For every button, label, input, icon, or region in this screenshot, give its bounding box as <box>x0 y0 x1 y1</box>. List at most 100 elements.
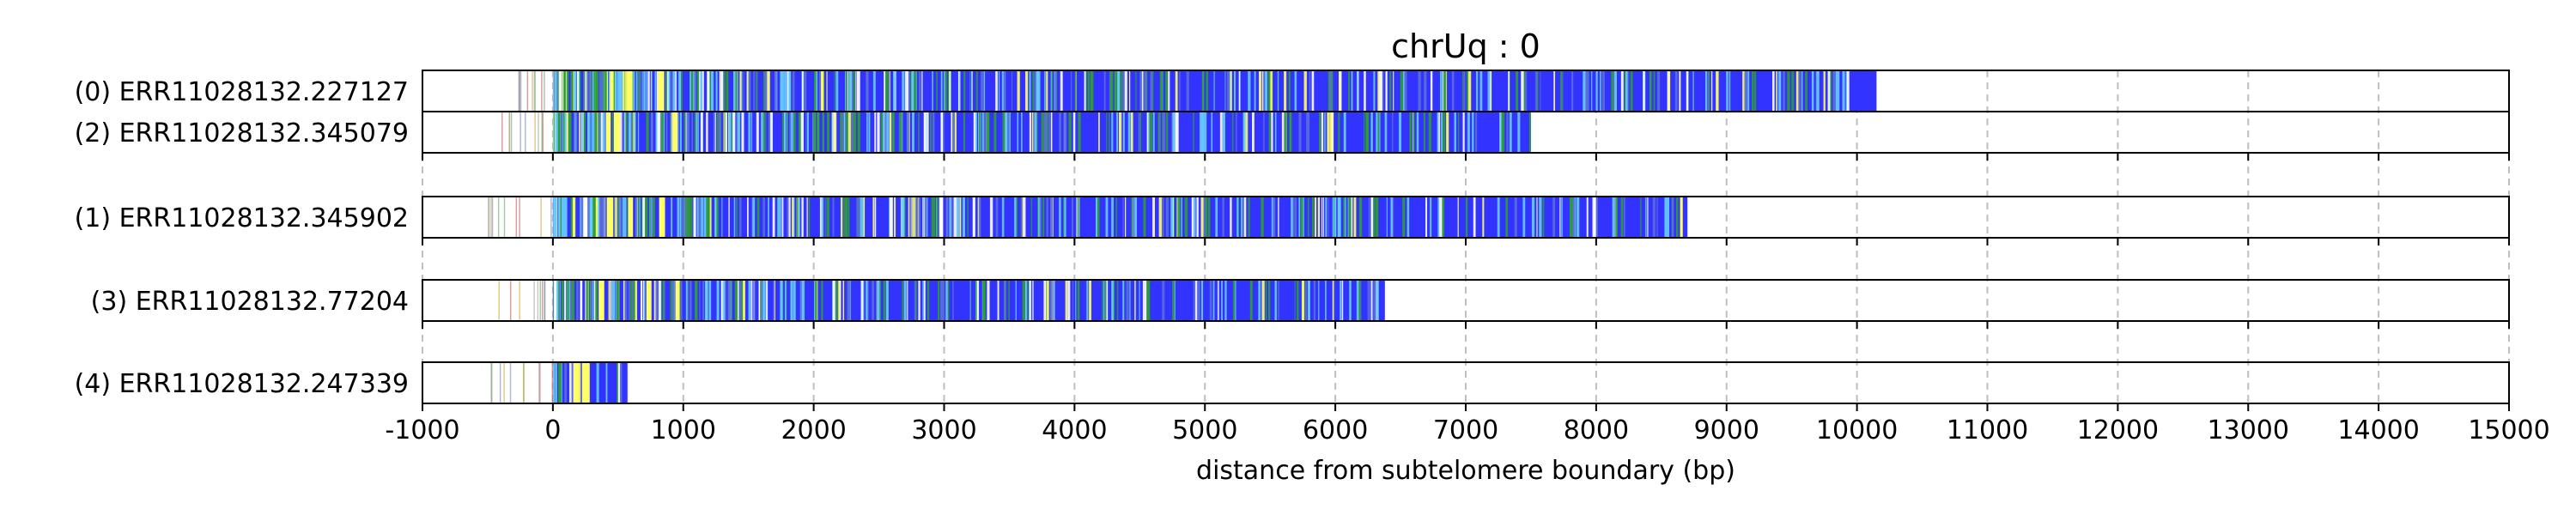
variant-stripe <box>805 112 807 152</box>
variant-stripe <box>1004 112 1007 152</box>
subtelomere-mark <box>550 197 552 237</box>
variant-stripe <box>617 71 620 111</box>
variant-stripe <box>579 112 580 152</box>
variant-stripe <box>1288 71 1291 111</box>
variant-stripe <box>1356 281 1359 320</box>
variant-stripe <box>1306 112 1308 152</box>
variant-stripe <box>600 112 604 152</box>
variant-stripe <box>1586 197 1589 237</box>
variant-stripe <box>672 71 676 111</box>
variant-stripe <box>1143 197 1146 237</box>
variant-stripe <box>553 363 555 403</box>
variant-highlight <box>659 197 665 237</box>
variant-stripe <box>623 281 625 320</box>
variant-stripe <box>635 71 638 111</box>
variant-stripe <box>1437 112 1439 152</box>
variant-stripe <box>1463 71 1466 111</box>
variant-stripe <box>766 281 768 320</box>
variant-stripe <box>959 71 961 111</box>
variant-stripe <box>1181 197 1182 237</box>
variant-stripe <box>701 197 703 237</box>
variant-stripe <box>596 363 599 403</box>
variant-stripe <box>1601 71 1605 111</box>
variant-stripe <box>866 112 868 152</box>
variant-stripe <box>1165 197 1169 237</box>
variant-stripe <box>908 197 910 237</box>
variant-stripe <box>1600 71 1601 111</box>
variant-stripe <box>1521 71 1524 111</box>
subtelomere-mark <box>538 363 540 403</box>
variant-stripe <box>877 112 880 152</box>
variant-stripe <box>951 112 956 152</box>
variant-stripe <box>853 71 855 111</box>
variant-stripe <box>1133 197 1135 237</box>
variant-stripe <box>973 112 976 152</box>
variant-stripe <box>1439 197 1443 237</box>
variant-stripe <box>1065 281 1068 320</box>
variant-highlight <box>581 363 586 403</box>
variant-stripe <box>564 281 567 320</box>
variant-stripe <box>628 112 631 152</box>
variant-stripe <box>1710 71 1713 111</box>
variant-stripe <box>835 112 837 152</box>
variant-stripe <box>939 197 942 237</box>
variant-stripe <box>758 281 760 320</box>
subtelomere-mark <box>539 281 542 320</box>
variant-stripe <box>856 71 859 111</box>
variant-stripe <box>1674 71 1678 111</box>
variant-stripe <box>1284 71 1287 111</box>
variant-highlight <box>605 112 611 152</box>
subtelomere-mark <box>526 71 529 111</box>
variant-stripe <box>1671 197 1674 237</box>
variant-stripe <box>686 112 688 152</box>
variant-stripe <box>1041 112 1044 152</box>
variant-stripe <box>902 71 905 111</box>
variant-stripe <box>569 281 573 320</box>
variant-stripe <box>860 281 864 320</box>
variant-stripe <box>902 197 905 237</box>
x-tick-label: 2000 <box>781 415 846 445</box>
variant-stripe <box>1265 281 1267 320</box>
variant-stripe <box>815 71 818 111</box>
subtelomere-mark <box>509 281 512 320</box>
variant-stripe <box>558 281 561 320</box>
subtelomere-mark <box>541 281 544 320</box>
variant-stripe <box>631 71 635 111</box>
variant-stripe <box>754 281 756 320</box>
variant-highlight <box>585 363 590 403</box>
x-axis: -1000 0 1000 2000 3000 4000 5000 6000 7000 8000 90… <box>385 153 2550 445</box>
variant-stripe <box>704 197 708 237</box>
subtelomere-mark <box>552 281 555 320</box>
variant-stripe <box>932 112 935 152</box>
read-label: (2) ERR11028132.345079 <box>75 118 409 148</box>
variant-stripe <box>1131 112 1133 152</box>
variant-stripe <box>817 112 820 152</box>
variant-stripe <box>585 281 586 320</box>
variant-stripe <box>1560 71 1563 111</box>
variant-stripe <box>624 281 628 320</box>
variant-stripe <box>889 112 892 152</box>
variant-stripe <box>657 281 659 320</box>
variant-stripe <box>918 71 921 111</box>
subtelomere-mark <box>532 71 533 111</box>
variant-stripe <box>866 281 869 320</box>
variant-stripe <box>732 71 736 111</box>
variant-stripe <box>818 71 821 111</box>
variant-stripe <box>1572 197 1576 237</box>
variant-stripe <box>899 112 902 152</box>
variant-stripe <box>1139 281 1140 320</box>
variant-stripe <box>770 112 773 152</box>
variant-stripe <box>1148 112 1150 152</box>
variant-stripe <box>595 281 598 320</box>
variant-stripe <box>798 112 802 152</box>
variant-stripe <box>671 71 674 111</box>
variant-stripe <box>1479 71 1483 111</box>
variant-stripe <box>561 197 564 237</box>
read-track: (2) ERR11028132.345079 <box>75 112 1531 152</box>
variant-stripe <box>1559 197 1561 237</box>
variant-stripe <box>1378 112 1381 152</box>
variant-stripe <box>756 71 758 111</box>
subtelomere-mark <box>523 363 525 403</box>
variant-stripe <box>625 112 628 152</box>
variant-stripe <box>735 281 738 320</box>
